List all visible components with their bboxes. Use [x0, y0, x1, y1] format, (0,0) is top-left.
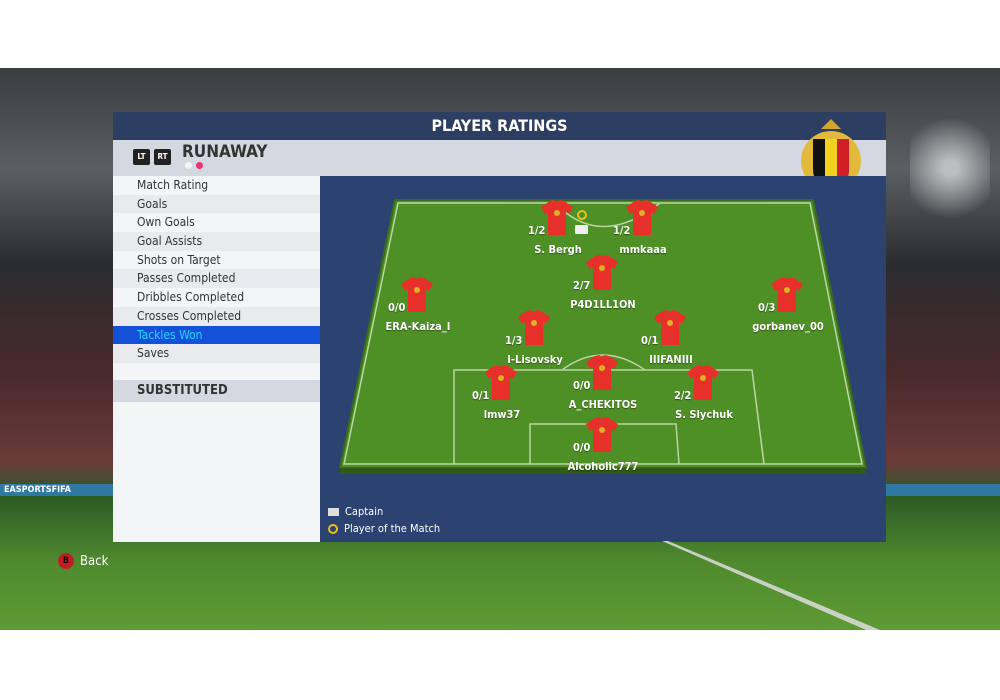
jersey-icon: [401, 277, 433, 312]
stat-goal-assists[interactable]: Goal Assists: [113, 232, 320, 251]
player-name: A_CHEKITOS: [568, 398, 638, 411]
team-name: RUNAWAY: [182, 142, 268, 162]
lt-button-icon[interactable]: LT: [133, 149, 150, 165]
stat-tackles-won[interactable]: Tackles Won: [113, 325, 320, 345]
player-name: lmw37: [483, 408, 521, 421]
player-stat-value: 0/3: [758, 301, 776, 314]
jersey-icon: [485, 365, 517, 400]
legend-potm: Player of the Match: [328, 522, 440, 535]
player-name: ERA-Kaiza_I: [385, 320, 451, 333]
pitch-line: [662, 541, 880, 630]
player-name: S. Bergh: [534, 243, 582, 256]
captain-icon: [575, 225, 588, 234]
jersey-icon: [518, 310, 550, 345]
floodlights: [910, 108, 990, 228]
substituted-header: SUBSTITUTED: [113, 380, 320, 402]
page-dot-1: [185, 162, 192, 169]
player-name: mmkaaa: [619, 243, 667, 256]
jersey-icon: [654, 310, 686, 345]
team-header: [113, 140, 886, 176]
stat-dribbles-completed[interactable]: Dribbles Completed: [137, 290, 245, 305]
legend-captain: Captain: [328, 505, 383, 518]
jersey-icon: [687, 365, 719, 400]
player-stat-value: 1/3: [505, 334, 523, 347]
stat-match-rating[interactable]: Match Rating: [137, 178, 209, 192]
stat-shots-on-target[interactable]: Shots on Target: [137, 252, 221, 267]
stat-saves[interactable]: Saves: [113, 344, 320, 363]
jersey-icon: [586, 255, 618, 290]
player-name: Alcoholic777: [567, 460, 639, 473]
player-stat-value: 1/2: [613, 224, 631, 237]
page-title: PLAYER RATINGS: [113, 112, 886, 140]
player-stat-value: 2/2: [674, 389, 692, 402]
player-name: IIIFANIII: [649, 353, 693, 366]
player-name: gorbanev_00: [752, 320, 824, 333]
stat-crosses-completed[interactable]: Crosses Completed: [113, 306, 320, 326]
stat-passes-completed[interactable]: Passes Completed: [113, 269, 320, 289]
rt-button-icon[interactable]: RT: [154, 149, 171, 165]
page-dot-2-active: [196, 162, 203, 169]
back-label: Back: [80, 553, 109, 569]
player-stat-value: 0/1: [472, 389, 490, 402]
jersey-icon: [541, 200, 573, 235]
jersey-icon: [586, 355, 618, 390]
player-stat-value: 0/0: [573, 379, 591, 392]
player-name: P4D1LL1ON: [570, 298, 636, 311]
jersey-icon: [586, 417, 618, 452]
player-stat-value: 0/1: [641, 334, 659, 347]
back-button[interactable]: B Back: [58, 553, 108, 569]
player-stat-value: 1/2: [528, 224, 546, 237]
player-stat-value: 0/0: [573, 441, 591, 454]
stats-list: Match Rating Goals Own Goals Goal Assist…: [113, 176, 320, 542]
legend-captain-label: Captain: [345, 505, 384, 518]
player-name: S. Slychuk: [675, 408, 733, 421]
jersey-icon: [626, 200, 658, 235]
captain-icon: [328, 507, 339, 516]
stat-own-goals[interactable]: Own Goals: [137, 215, 195, 230]
player-stat-value: 0/0: [388, 301, 406, 314]
legend-potm-label: Player of the Match: [344, 522, 441, 535]
player-name: I-Lisovsky: [507, 353, 563, 366]
ad-board-text: EASPORTSFIFA: [4, 485, 71, 495]
player-stat-value: 2/7: [573, 279, 591, 292]
b-button-icon: B: [58, 553, 74, 569]
stat-goals[interactable]: Goals: [113, 194, 320, 214]
player-of-the-match-icon: [328, 523, 338, 534]
jersey-icon: [771, 277, 803, 312]
player-of-the-match-icon: [577, 210, 587, 220]
